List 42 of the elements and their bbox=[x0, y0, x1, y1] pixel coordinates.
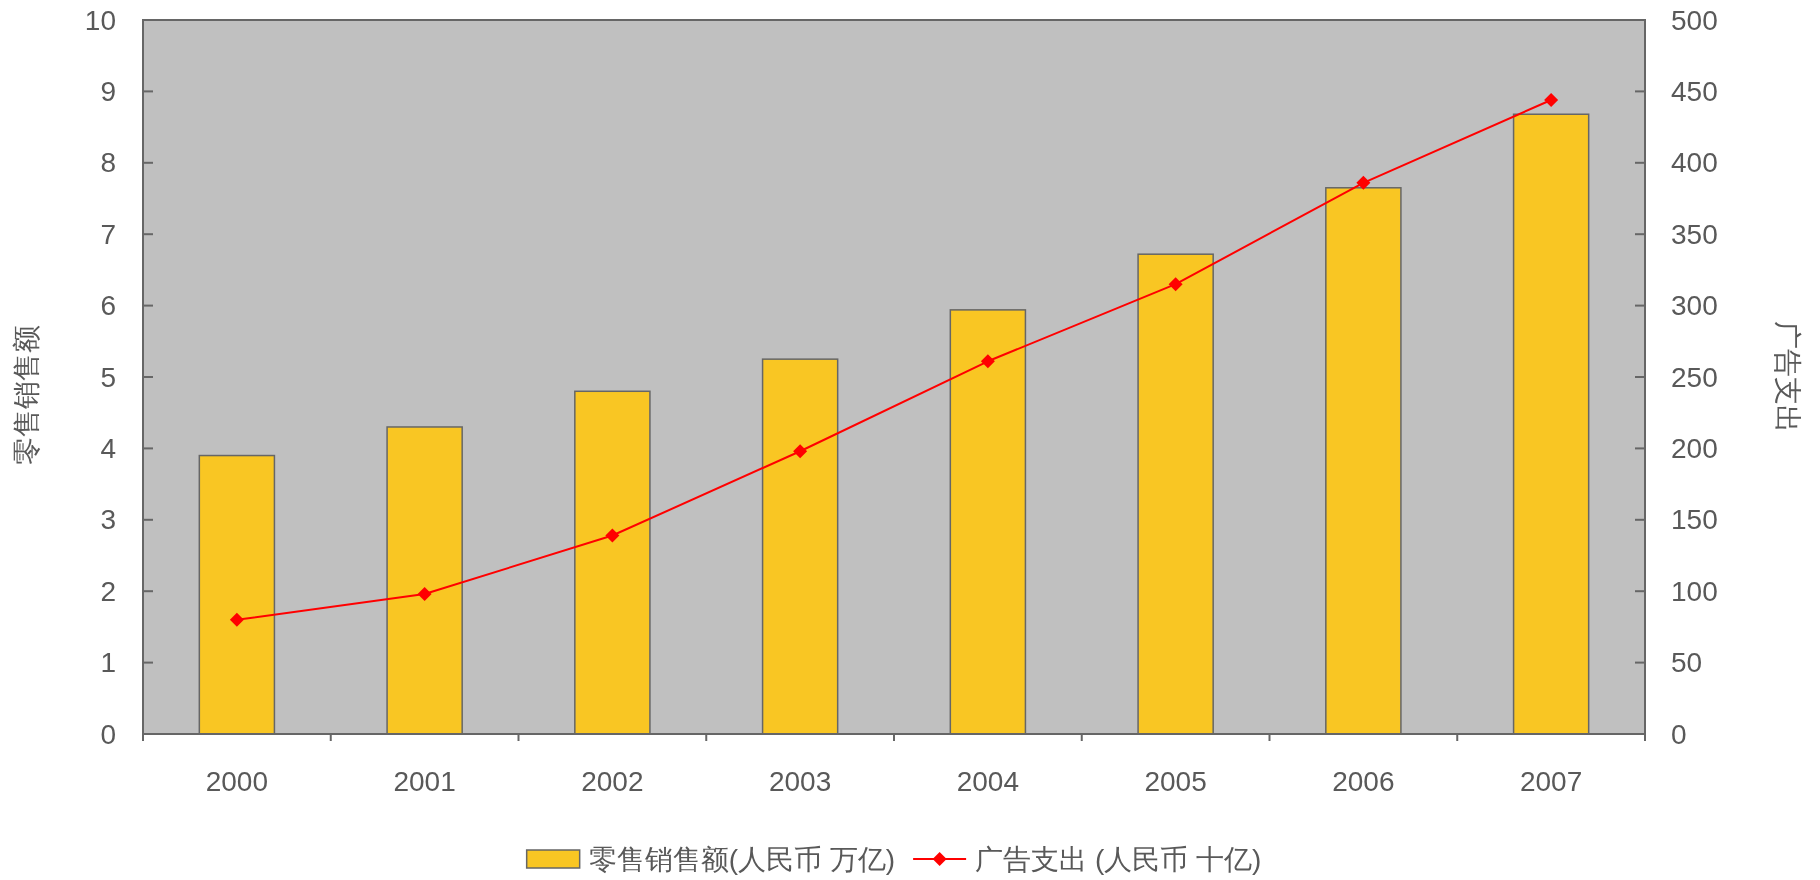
y-tick-label: 1 bbox=[100, 647, 116, 679]
y-tick-label: 6 bbox=[100, 290, 116, 322]
y2-tick-label: 300 bbox=[1671, 290, 1718, 322]
y2-tick-label: 0 bbox=[1671, 718, 1687, 750]
y2-tick-label: 350 bbox=[1671, 218, 1718, 250]
y-axis-title: 零售销售额 bbox=[10, 325, 42, 465]
legend-label: 广告支出 (人民币 十亿) bbox=[975, 843, 1262, 875]
y-tick-label: 0 bbox=[100, 718, 116, 750]
point bbox=[605, 528, 620, 543]
y2-tick-label: 400 bbox=[1671, 147, 1718, 179]
x-tick-label: 2004 bbox=[956, 765, 1020, 797]
y-tick-label: 10 bbox=[84, 4, 116, 36]
y-tick-label: 2 bbox=[100, 575, 116, 607]
y-tick-label: 8 bbox=[100, 147, 116, 179]
y2-tick-label: 100 bbox=[1671, 575, 1718, 607]
y-tick-label: 7 bbox=[100, 218, 116, 250]
y-tick-label: 5 bbox=[100, 361, 116, 393]
x-tick-label: 2006 bbox=[1332, 765, 1395, 797]
y2-tick-label: 450 bbox=[1671, 75, 1718, 107]
y-tick-label: 4 bbox=[100, 432, 116, 464]
point bbox=[793, 444, 808, 459]
y2-tick-label: 250 bbox=[1671, 361, 1718, 393]
x-tick-label: 2005 bbox=[1144, 765, 1207, 797]
point bbox=[1168, 277, 1183, 292]
point bbox=[229, 612, 244, 627]
x-tick-label: 2002 bbox=[581, 765, 644, 797]
x-tick-label: 2000 bbox=[205, 765, 269, 797]
x-tick-label: 2007 bbox=[1519, 765, 1583, 797]
x-tick-label: 2003 bbox=[768, 765, 832, 797]
legend-label: 零售销售额(人民币 万亿) bbox=[588, 843, 896, 875]
y2-tick-label: 500 bbox=[1671, 4, 1718, 36]
y-tick-label: 9 bbox=[100, 75, 116, 107]
point bbox=[980, 354, 995, 369]
point bbox=[1544, 92, 1559, 107]
y2-tick-label: 50 bbox=[1671, 647, 1703, 679]
point bbox=[1356, 175, 1371, 190]
y2-axis-title: 广告支出 bbox=[1771, 321, 1803, 433]
x-tick-label: 2001 bbox=[393, 765, 456, 797]
y-tick-label: 3 bbox=[100, 504, 116, 536]
y2-tick-label: 150 bbox=[1671, 504, 1718, 536]
y2-tick-label: 200 bbox=[1671, 432, 1718, 464]
point bbox=[417, 587, 432, 602]
